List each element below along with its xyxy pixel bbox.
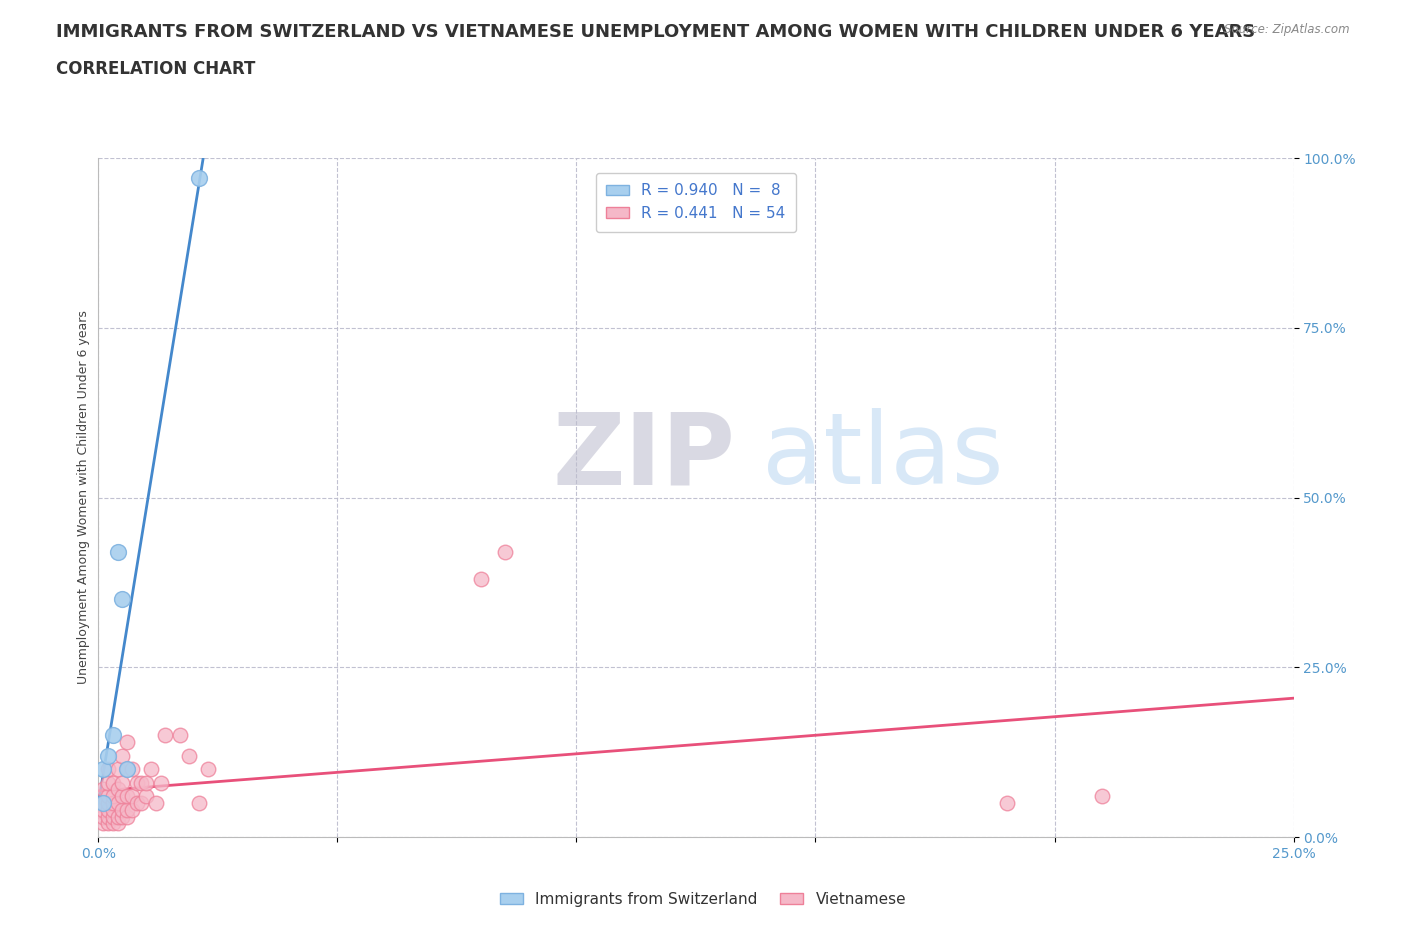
Point xyxy=(101,816,124,830)
Point xyxy=(995,796,1018,811)
Point xyxy=(139,762,162,777)
Point xyxy=(91,796,114,811)
Point xyxy=(101,796,124,811)
Text: CORRELATION CHART: CORRELATION CHART xyxy=(56,60,256,78)
Point xyxy=(494,544,516,559)
Point xyxy=(101,803,124,817)
Point xyxy=(121,803,143,817)
Point xyxy=(115,762,138,777)
Point xyxy=(115,809,138,824)
Point xyxy=(91,803,114,817)
Point xyxy=(111,809,134,824)
Text: Source: ZipAtlas.com: Source: ZipAtlas.com xyxy=(1225,23,1350,36)
Point xyxy=(107,782,129,797)
Point xyxy=(101,789,124,804)
Point xyxy=(131,796,153,811)
Point xyxy=(107,809,129,824)
Legend: Immigrants from Switzerland, Vietnamese: Immigrants from Switzerland, Vietnamese xyxy=(494,886,912,913)
Point xyxy=(115,762,138,777)
Point xyxy=(135,776,157,790)
Point xyxy=(115,735,138,750)
Point xyxy=(107,762,129,777)
Point xyxy=(115,803,138,817)
Point xyxy=(121,762,143,777)
Point xyxy=(187,171,209,186)
Point xyxy=(111,789,134,804)
Point xyxy=(187,796,209,811)
Point xyxy=(149,776,172,790)
Point xyxy=(111,592,134,607)
Point xyxy=(97,796,120,811)
Legend: R = 0.940   N =  8, R = 0.441   N = 54: R = 0.940 N = 8, R = 0.441 N = 54 xyxy=(596,173,796,232)
Point xyxy=(91,796,114,811)
Point xyxy=(107,796,129,811)
Y-axis label: Unemployment Among Women with Children Under 6 years: Unemployment Among Women with Children U… xyxy=(77,311,90,684)
Point xyxy=(1091,789,1114,804)
Text: atlas: atlas xyxy=(762,408,1004,505)
Point xyxy=(111,748,134,763)
Point xyxy=(131,776,153,790)
Point xyxy=(101,727,124,742)
Point xyxy=(97,789,120,804)
Point xyxy=(97,762,120,777)
Point xyxy=(91,782,114,797)
Point xyxy=(111,776,134,790)
Point xyxy=(145,796,167,811)
Point xyxy=(125,776,148,790)
Point xyxy=(115,789,138,804)
Point xyxy=(101,809,124,824)
Point xyxy=(91,816,114,830)
Point xyxy=(197,762,219,777)
Point xyxy=(91,809,114,824)
Point xyxy=(169,727,191,742)
Point xyxy=(91,762,114,777)
Point xyxy=(97,776,120,790)
Point xyxy=(97,803,120,817)
Point xyxy=(155,727,177,742)
Point xyxy=(97,809,120,824)
Point xyxy=(135,789,157,804)
Point xyxy=(111,803,134,817)
Point xyxy=(121,789,143,804)
Point xyxy=(107,544,129,559)
Point xyxy=(101,776,124,790)
Point xyxy=(97,748,120,763)
Point xyxy=(179,748,201,763)
Point xyxy=(470,572,492,587)
Point xyxy=(107,816,129,830)
Text: ZIP: ZIP xyxy=(553,408,735,505)
Point xyxy=(97,816,120,830)
Point xyxy=(125,796,148,811)
Text: IMMIGRANTS FROM SWITZERLAND VS VIETNAMESE UNEMPLOYMENT AMONG WOMEN WITH CHILDREN: IMMIGRANTS FROM SWITZERLAND VS VIETNAMES… xyxy=(56,23,1256,41)
